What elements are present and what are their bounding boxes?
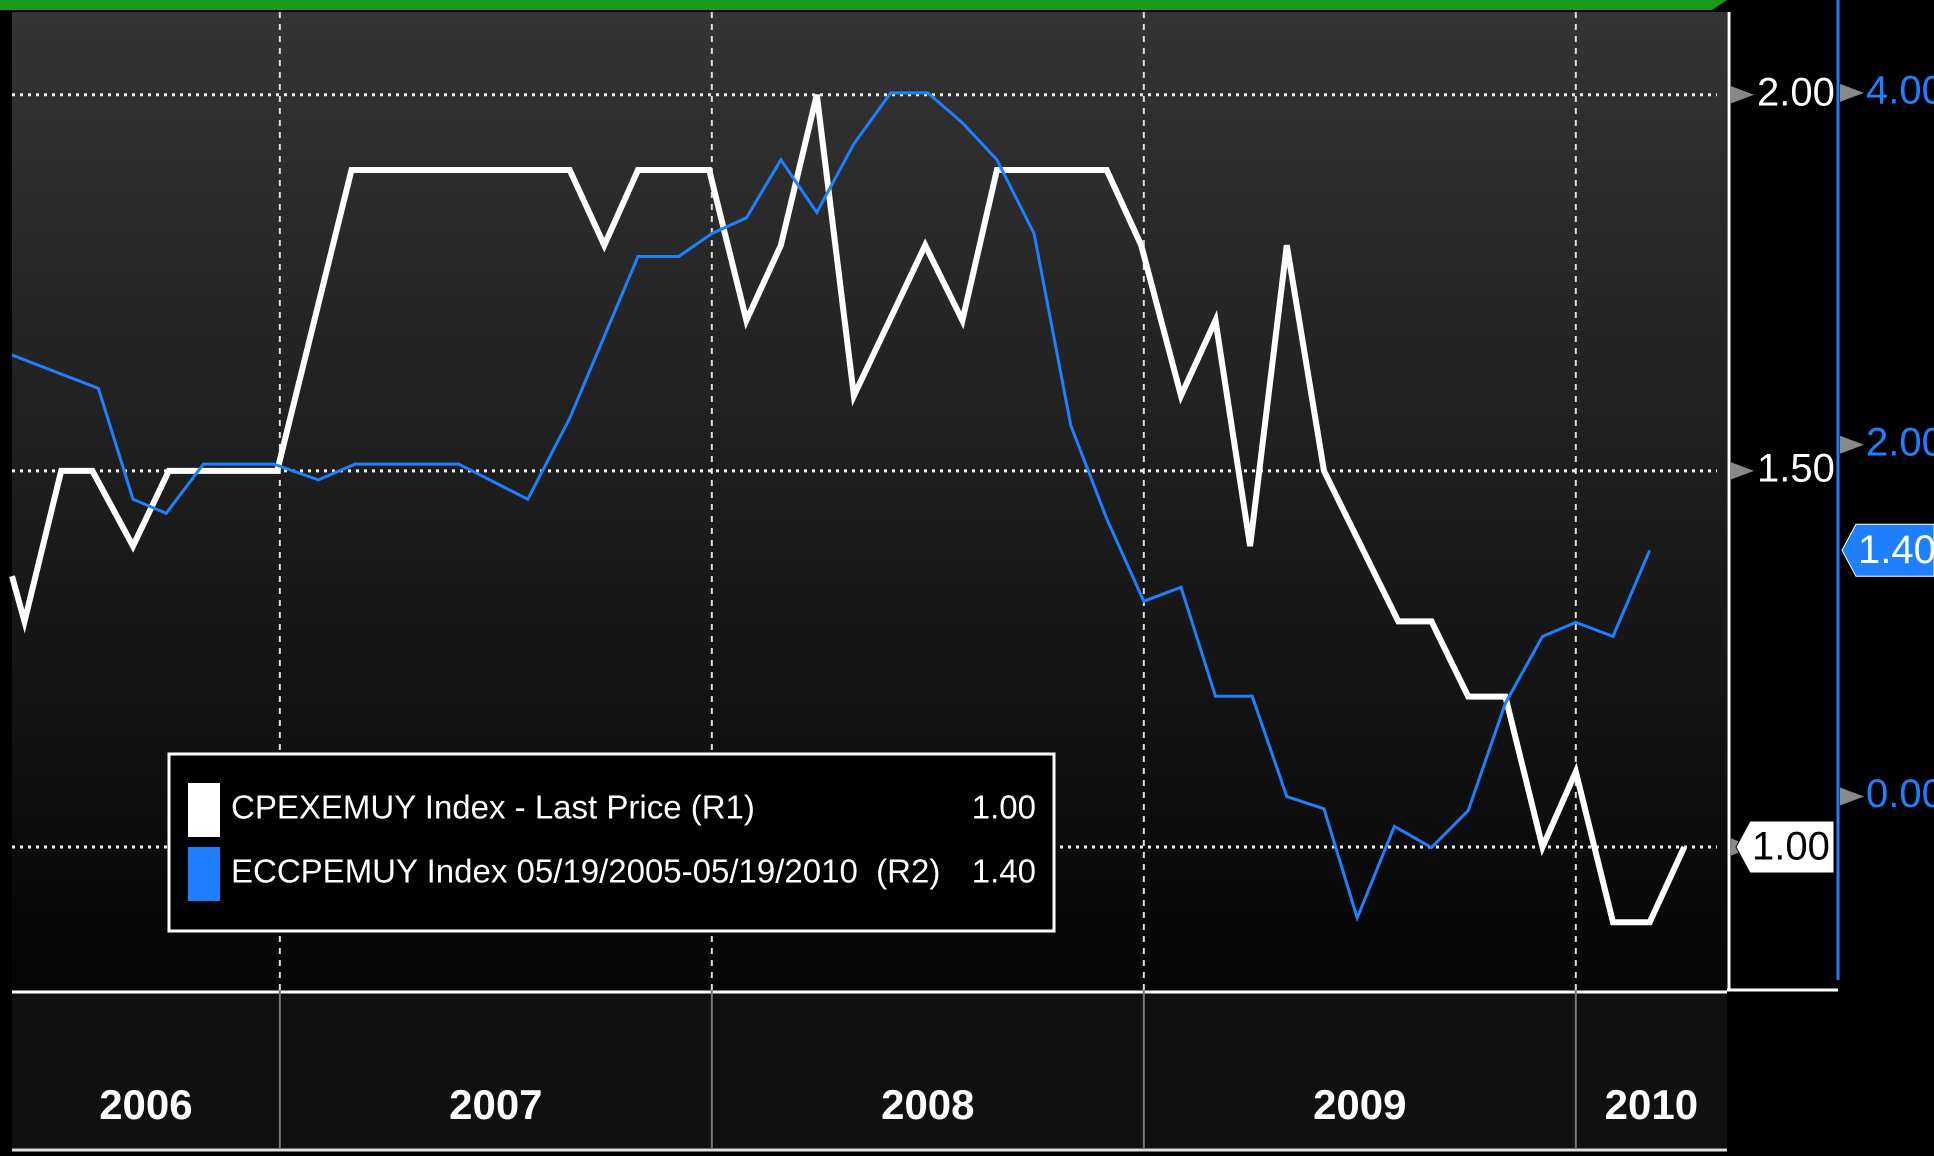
- y2-tick-label: 2.00: [1866, 420, 1934, 464]
- y-tick-label: 2.00: [1757, 70, 1835, 114]
- legend-value: 1.40: [972, 853, 1036, 890]
- top-bar: [0, 0, 1727, 10]
- y2-tick-label: 4.00: [1866, 68, 1934, 112]
- y-tick-label: 1.50: [1757, 446, 1835, 490]
- legend-swatch: [188, 783, 220, 837]
- y2-tick-arrow: [1840, 83, 1864, 102]
- legend-label: ECCPEMUY Index 05/19/2005-05/19/2010 (R2…: [231, 853, 940, 890]
- x-tick-label: 2008: [881, 1081, 974, 1128]
- legend-swatch: [188, 847, 220, 901]
- last-value-label: 1.00: [1752, 825, 1830, 869]
- legend-value: 1.00: [972, 789, 1036, 826]
- legend: CPEXEMUY Index - Last Price (R1) 1.00 ECCP…: [167, 752, 1056, 933]
- x-tick-label: 2009: [1313, 1081, 1406, 1128]
- x-tick-label: 2006: [99, 1081, 192, 1128]
- legend-label: CPEXEMUY Index - Last Price (R1): [231, 789, 755, 826]
- series-line: [11, 91, 1652, 923]
- y-tick-arrow: [1730, 85, 1754, 104]
- x-tick-label: 2010: [1605, 1081, 1698, 1128]
- x-axis-area: [12, 990, 1727, 1148]
- y-tick-arrow: [1730, 461, 1754, 480]
- y2-tick-arrow: [1840, 787, 1864, 806]
- x-tick-label: 2007: [449, 1081, 542, 1128]
- series-line: [9, 94, 1687, 926]
- y2-tick-label: 0.00: [1866, 772, 1934, 816]
- legend-box: [167, 752, 1056, 933]
- y2-tick-arrow: [1840, 435, 1864, 454]
- last-value-flag: [1735, 820, 1835, 874]
- last-value-flag: [1841, 523, 1934, 577]
- last-value-label: 1.40: [1858, 528, 1934, 572]
